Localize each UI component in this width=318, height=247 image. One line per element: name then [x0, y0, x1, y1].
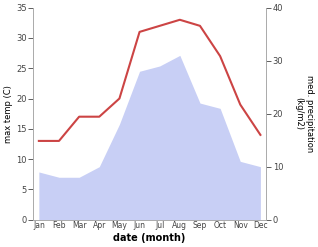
- X-axis label: date (month): date (month): [114, 233, 186, 243]
- Y-axis label: max temp (C): max temp (C): [4, 85, 13, 143]
- Y-axis label: med. precipitation
(kg/m2): med. precipitation (kg/m2): [294, 75, 314, 152]
